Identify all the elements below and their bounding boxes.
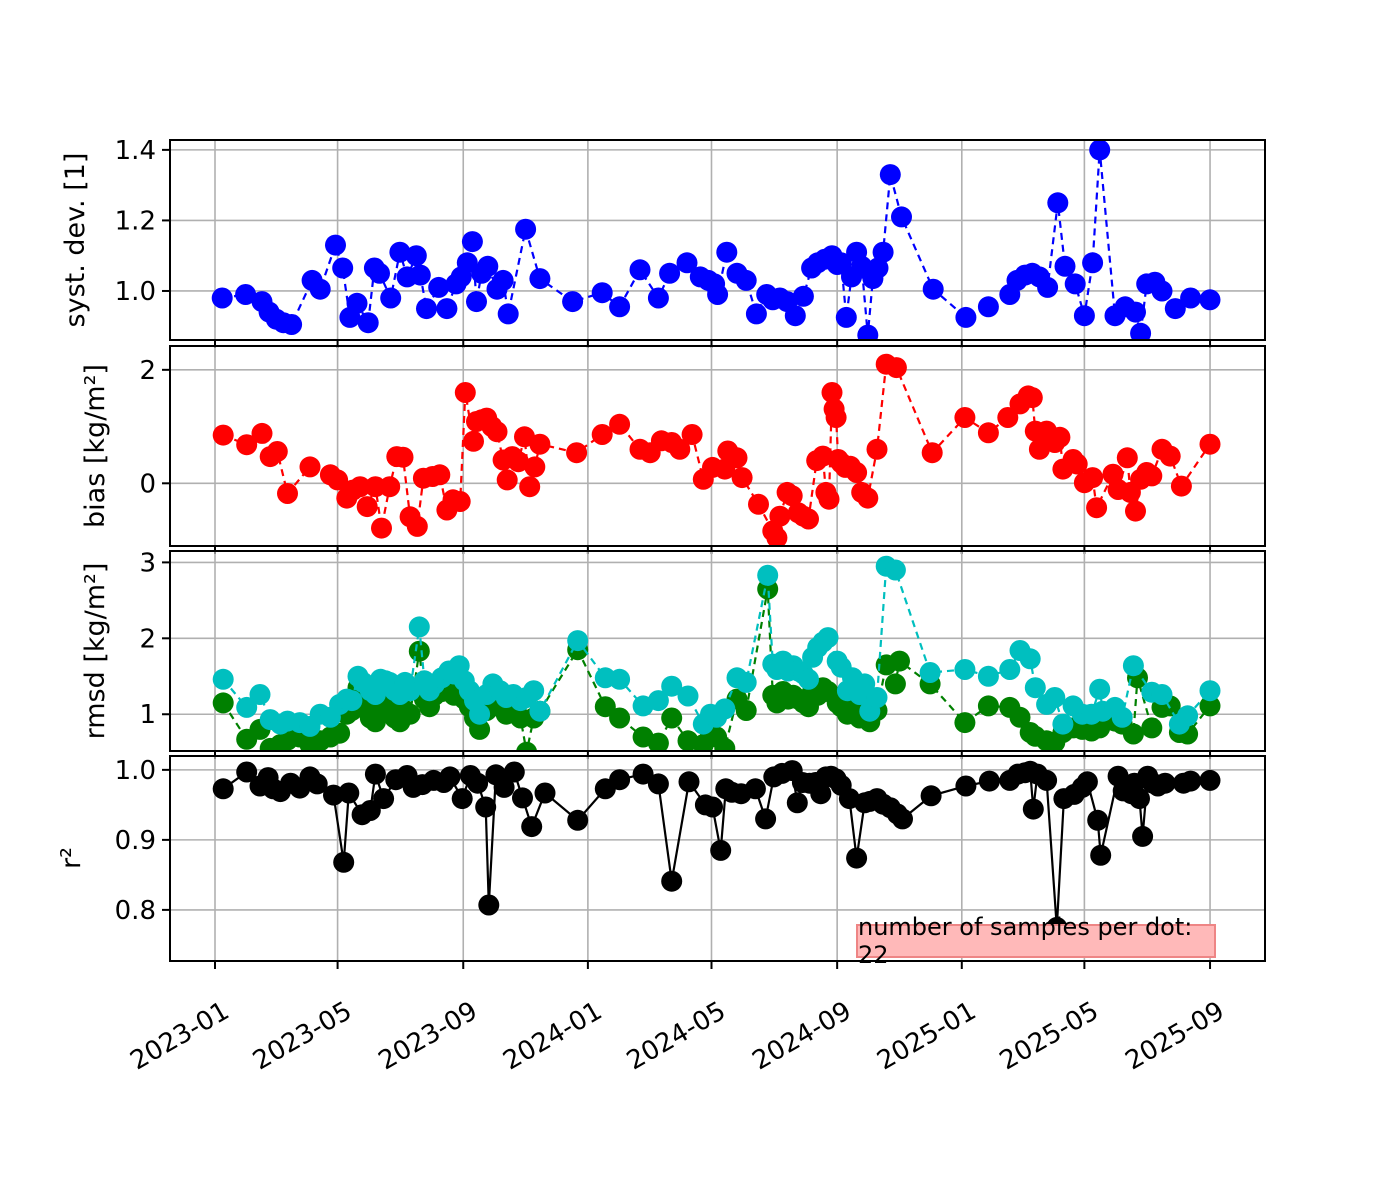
panel-3-series [212, 760, 1221, 938]
svg-text:2025-09: 2025-09 [1120, 996, 1229, 1076]
svg-text:0: 0 [139, 469, 156, 499]
svg-text:2024-01: 2024-01 [498, 996, 607, 1076]
panel-0-series [211, 140, 1221, 340]
panel-1-series [212, 353, 1221, 546]
svg-text:1.2: 1.2 [115, 206, 156, 236]
svg-text:2024-09: 2024-09 [748, 996, 857, 1076]
svg-text:2: 2 [139, 624, 156, 654]
svg-text:2023-05: 2023-05 [248, 996, 357, 1076]
svg-text:1: 1 [139, 700, 156, 730]
svg-text:2023-01: 2023-01 [125, 996, 234, 1076]
svg-text:3: 3 [139, 548, 156, 578]
svg-text:2024-05: 2024-05 [622, 996, 731, 1076]
ylabel-rmsd: rmsd [kg/m²] [80, 563, 111, 740]
svg-text:2: 2 [139, 356, 156, 386]
svg-text:0.9: 0.9 [115, 826, 156, 856]
panel-2-series [212, 555, 1221, 751]
samples-annotation: number of samples per dot: 22 [856, 913, 1216, 969]
ylabel-r2: r² [56, 847, 87, 869]
svg-text:2025-05: 2025-05 [995, 996, 1104, 1076]
svg-text:1.4: 1.4 [115, 136, 156, 166]
svg-text:2023-09: 2023-09 [374, 996, 483, 1076]
svg-text:1.0: 1.0 [115, 277, 156, 307]
ylabel-syst-dev: syst. dev. [1] [60, 153, 91, 328]
svg-text:2025-01: 2025-01 [872, 996, 981, 1076]
svg-text:1.0: 1.0 [115, 756, 156, 786]
ylabel-bias: bias [kg/m²] [80, 364, 111, 528]
svg-text:0.8: 0.8 [115, 896, 156, 926]
